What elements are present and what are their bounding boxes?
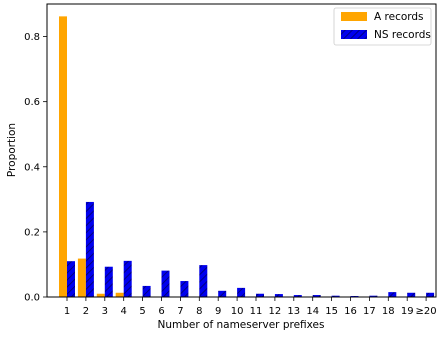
bars-group: [59, 16, 435, 298]
legend-label-ns-records: NS records: [374, 29, 431, 41]
axis-ticks-group: 1 2 3 4 5 6 7 8 9 10 11 12 13 14 15 16 17 18 19 ≥200.00.20.…: [24, 32, 437, 317]
x-tick-label: 19: [401, 306, 414, 317]
x-tick-label: 6: [158, 306, 164, 317]
bar-ns-records-1: [67, 261, 75, 297]
y-tick-label: 0.8: [24, 32, 40, 43]
x-tick-label: 13: [287, 306, 300, 317]
x-tick-label: 16: [344, 306, 357, 317]
bar-ns-records-11: [256, 293, 264, 297]
bar-ns-records-13: [293, 295, 302, 297]
bar-ns-records-6: [161, 270, 170, 297]
x-tick-label: 2: [83, 306, 89, 317]
bar-ns-records-8: [199, 265, 208, 297]
x-tick-label: 9: [215, 306, 221, 317]
bar-ns-records-18: [388, 292, 397, 297]
x-tick-label: 10: [231, 306, 244, 317]
bar-ns-records-20: [426, 292, 435, 297]
x-tick-label: 15: [325, 306, 338, 317]
y-axis-label: Proportion: [6, 123, 18, 177]
bar-a-records-3: [96, 293, 105, 297]
x-tick-label: 17: [363, 306, 376, 317]
bar-ns-records-5: [142, 285, 151, 297]
legend: A records NS records: [333, 7, 432, 46]
x-tick-label: 7: [177, 306, 183, 317]
bar-ns-records-7: [180, 281, 189, 297]
x-tick-label: 5: [139, 306, 145, 317]
legend-swatch-ns-records: [341, 30, 367, 39]
bar-ns-records-15: [331, 295, 340, 297]
plot-frame: [46, 3, 437, 298]
x-tick-label: 8: [196, 306, 202, 317]
y-tick-label: 0.4: [24, 162, 40, 173]
bar-ns-records-2: [85, 201, 94, 297]
bar-a-records-2: [77, 258, 86, 297]
bar-ns-records-19: [407, 292, 416, 297]
x-axis-label: Number of nameserver prefixes: [158, 319, 325, 331]
x-tick-label: 3: [102, 306, 108, 317]
y-tick-label: 0.0: [24, 293, 40, 304]
y-tick-label: 0.6: [24, 97, 40, 108]
bar-a-records-1: [59, 16, 67, 298]
legend-label-a-records: A records: [374, 11, 424, 23]
x-tick-label: 1: [64, 306, 70, 317]
bar-a-records-4: [115, 292, 124, 297]
x-tick-label: 11: [250, 306, 263, 317]
bar-ns-records-4: [123, 260, 132, 297]
bar-ns-records-3: [104, 266, 113, 297]
bar-ns-records-9: [218, 290, 227, 297]
bar-ns-records-12: [274, 294, 283, 297]
bar-ns-records-14: [312, 295, 321, 297]
legend-swatch-a-records: [341, 12, 367, 21]
bar-ns-records-10: [237, 287, 246, 297]
x-tick-label: 18: [382, 306, 395, 317]
x-tick-label: 12: [269, 306, 282, 317]
x-tick-label: 4: [121, 306, 127, 317]
bar-ns-records-17: [369, 295, 378, 297]
y-tick-label: 0.2: [24, 227, 40, 238]
x-tick-label: ≥20: [416, 306, 437, 317]
x-tick-label: 14: [306, 306, 319, 317]
